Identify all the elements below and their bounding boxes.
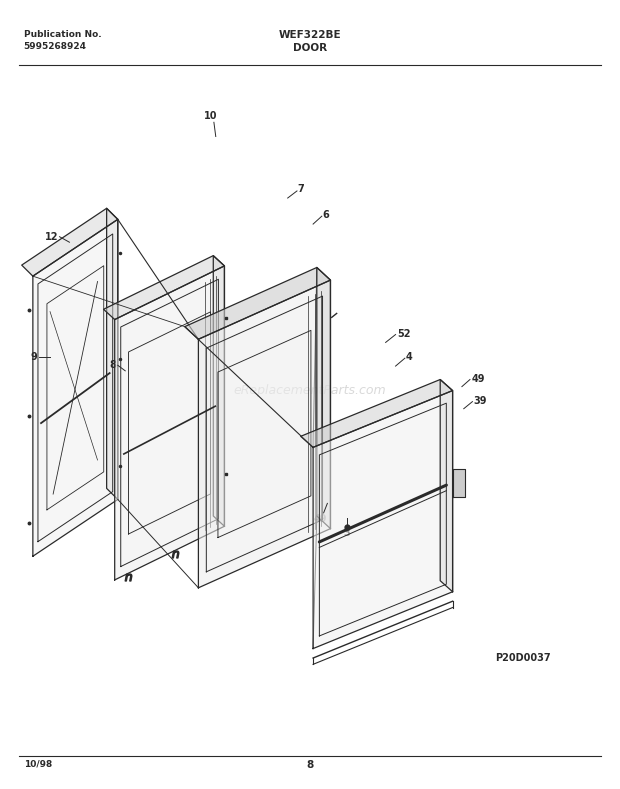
Text: 9: 9 <box>30 352 37 361</box>
Text: 39: 39 <box>474 396 487 406</box>
Text: WEF322BE: WEF322BE <box>278 30 342 40</box>
Text: 4: 4 <box>406 353 413 362</box>
Polygon shape <box>440 380 453 592</box>
Text: 7: 7 <box>298 185 304 194</box>
Polygon shape <box>301 380 453 447</box>
Polygon shape <box>33 219 118 556</box>
Polygon shape <box>198 280 330 588</box>
Text: 49: 49 <box>313 514 327 524</box>
Text: P20D0037: P20D0037 <box>495 653 551 664</box>
Polygon shape <box>185 267 330 339</box>
Text: 10/98: 10/98 <box>24 760 52 768</box>
Text: 10: 10 <box>204 110 218 121</box>
Text: 6: 6 <box>322 211 329 220</box>
Text: DOOR: DOOR <box>293 43 327 53</box>
Polygon shape <box>313 391 453 649</box>
Polygon shape <box>213 256 224 526</box>
Polygon shape <box>317 267 330 529</box>
Text: 49: 49 <box>471 374 485 383</box>
Polygon shape <box>104 256 224 320</box>
Polygon shape <box>115 266 224 580</box>
Text: 5995268924: 5995268924 <box>24 42 87 50</box>
Polygon shape <box>107 208 118 499</box>
Text: 12: 12 <box>45 232 59 241</box>
Text: 8: 8 <box>110 361 117 370</box>
Text: Publication No.: Publication No. <box>24 30 101 39</box>
Text: eReplacementParts.com: eReplacementParts.com <box>234 384 386 397</box>
Text: 8: 8 <box>306 760 314 770</box>
Polygon shape <box>22 208 118 276</box>
Polygon shape <box>453 469 465 498</box>
Text: 52: 52 <box>397 329 410 338</box>
Text: 3: 3 <box>344 528 350 538</box>
